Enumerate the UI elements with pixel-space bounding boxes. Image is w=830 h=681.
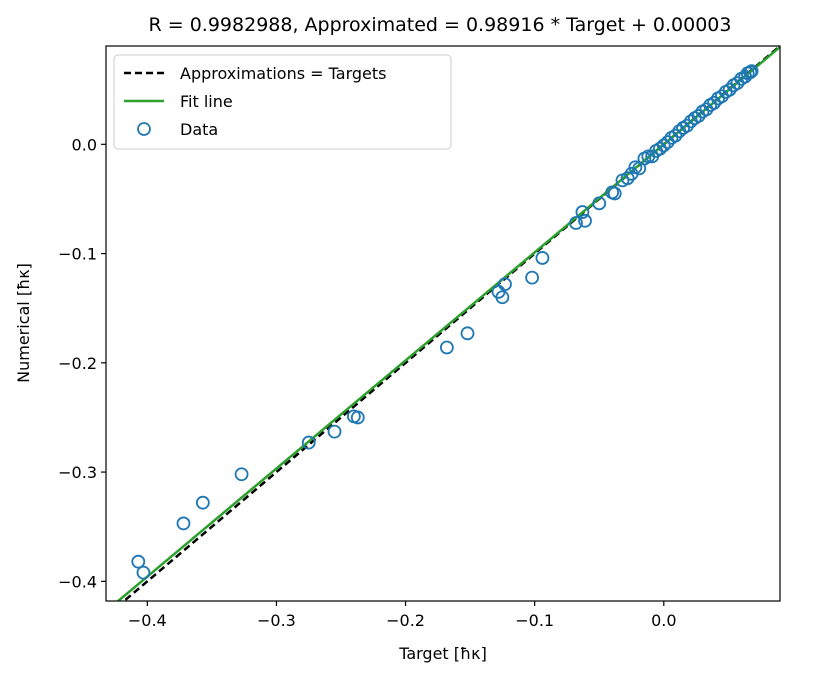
x-tick-label: −0.1 <box>515 611 554 630</box>
data-point <box>460 326 475 341</box>
data-point <box>176 516 191 531</box>
y-tick-label: 0.0 <box>72 135 97 154</box>
x-axis-label: Target [ħκ] <box>398 644 487 663</box>
y-tick-label: −0.4 <box>58 572 97 591</box>
y-tick-label: −0.2 <box>58 354 97 373</box>
y-tick-label: −0.1 <box>58 245 97 264</box>
data-point <box>575 205 590 219</box>
data-point <box>680 118 694 133</box>
data-point <box>569 216 583 230</box>
data-point <box>592 196 607 211</box>
data-point <box>350 410 365 425</box>
x-axis: −0.4 −0.3 −0.2 −0.1 0.0 <box>128 601 677 630</box>
y-axis-label: Numerical [ħκ] <box>14 263 33 383</box>
data-point <box>195 495 210 510</box>
data-point <box>656 138 671 153</box>
data-point <box>578 213 592 228</box>
data-point <box>131 554 146 569</box>
y-axis: −0.4 −0.3 −0.2 −0.1 0.0 <box>58 135 106 591</box>
chart-title: R = 0.9982988, Approximated = 0.98916 * … <box>149 14 732 36</box>
legend-box <box>113 54 452 150</box>
data-point <box>668 128 683 143</box>
data-point <box>525 270 539 285</box>
data-point <box>439 340 454 355</box>
data-point <box>234 467 249 482</box>
x-tick-label: −0.2 <box>386 611 425 630</box>
points-layer <box>131 64 759 580</box>
legend-data-marker <box>137 122 151 136</box>
y-tick-label: −0.3 <box>58 463 97 482</box>
legend-fit-label: Fit line <box>180 92 233 111</box>
data-point <box>498 277 512 292</box>
data-point <box>136 565 151 580</box>
legend-data-label: Data <box>180 120 218 139</box>
x-tick-label: −0.4 <box>128 611 167 630</box>
plot-area-frame <box>105 45 781 602</box>
data-point <box>495 290 510 305</box>
data-point <box>743 65 758 80</box>
data-point <box>327 424 342 439</box>
data-point <box>535 251 550 265</box>
data-point <box>744 64 759 79</box>
data-point <box>607 186 622 201</box>
legend-identity-label: Approximations = Targets <box>180 64 386 83</box>
data-point <box>620 171 635 186</box>
x-tick-label: 0.0 <box>651 611 676 630</box>
legend: Approximations = Targets Fit line Data <box>113 54 452 150</box>
x-tick-label: −0.3 <box>257 611 296 630</box>
data-point <box>301 435 316 450</box>
